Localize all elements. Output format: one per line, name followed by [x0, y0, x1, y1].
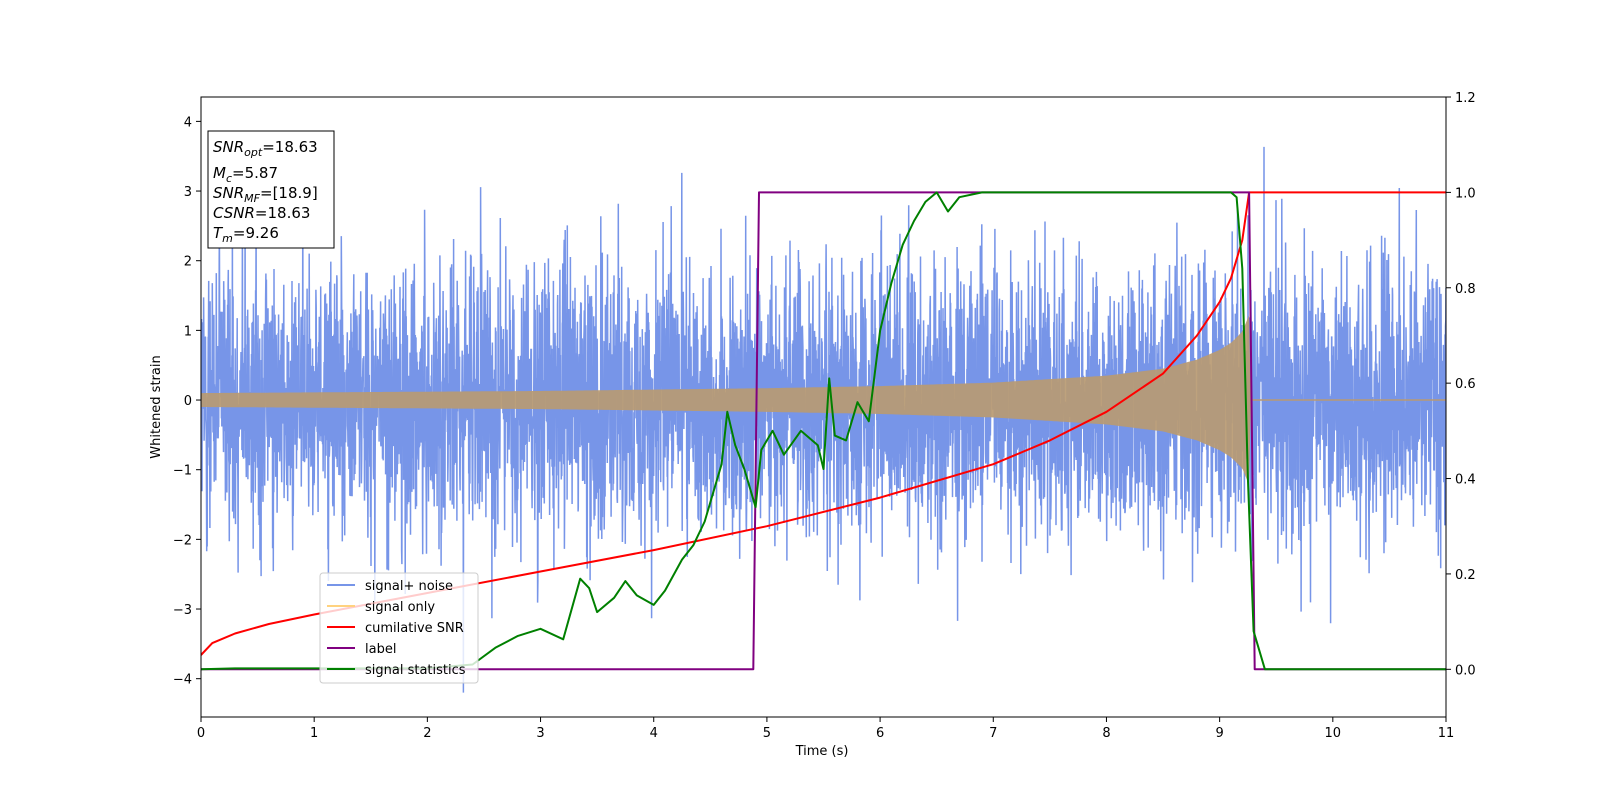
y-left-tick-label: 4: [184, 115, 192, 130]
annotation-line-tm: Tm=9.26: [213, 224, 279, 245]
x-tick-label: 0: [197, 726, 205, 741]
y-left-tick-label: −3: [173, 603, 192, 618]
y-right-tick-label: 1.0: [1455, 186, 1476, 201]
x-tick-label: 4: [650, 726, 658, 741]
y-left-tick-label: 0: [184, 394, 192, 409]
series-signal-statistics: [201, 191, 1446, 671]
legend-item-signal-statistics: signal statistics: [327, 663, 466, 678]
y-left-tick-label: 3: [184, 185, 192, 200]
y-left-tick-label: 1: [184, 324, 192, 339]
legend-label: signal only: [365, 600, 435, 615]
legend-label: cumilative SNR: [365, 621, 464, 636]
axes: 0 1 2 3 4 5 6 7 8 9 10 1143210−1−2−3−41.21.00.80.60…: [173, 91, 1476, 741]
y-axis-label: Whitened strain: [149, 355, 164, 458]
y-left-tick-label: 2: [184, 255, 192, 270]
x-tick-label: 2: [423, 726, 431, 741]
annotation-line-snr-mf: SNRMF=[18.9]: [213, 184, 318, 205]
series-signal-only: [201, 315, 1446, 485]
x-tick-label: 10: [1325, 726, 1342, 741]
series-cumulative-snr: [201, 191, 1446, 656]
x-tick-label: 5: [763, 726, 771, 741]
x-tick-label: 6: [876, 726, 884, 741]
x-tick-label: 1: [310, 726, 318, 741]
y-left-tick-label: −2: [173, 533, 192, 548]
x-tick-label: 9: [1215, 726, 1223, 741]
annotation-line-csnr: CSNR=18.63: [213, 204, 310, 222]
legend-label: signal+ noise: [365, 579, 453, 594]
x-tick-label: 8: [1102, 726, 1110, 741]
legend-item-label: label: [327, 642, 396, 657]
y-right-tick-label: 0.6: [1455, 377, 1476, 392]
y-right-tick-label: 0.8: [1455, 282, 1476, 297]
y-right-tick-label: 1.2: [1455, 91, 1476, 106]
annotation-line-mc: Mc=5.87: [213, 164, 278, 185]
legend-item-signal-only: signal only: [327, 600, 435, 615]
y-right-tick-label: 0.4: [1455, 473, 1476, 488]
x-tick-label: 11: [1438, 726, 1455, 741]
x-tick-label: 3: [536, 726, 544, 741]
legend-item-cumulative-snr: cumilative SNR: [327, 621, 464, 636]
legend-label: label: [365, 642, 396, 657]
annotation-line-snr-opt: SNRopt=18.63: [213, 138, 318, 159]
legend-item-signal-noise: signal+ noise: [327, 579, 453, 594]
y-right-tick-label: 0.0: [1455, 663, 1476, 678]
plot-area: [201, 146, 1446, 693]
y-left-tick-label: −1: [173, 464, 192, 479]
legend: signal+ noise signal only cumilative SNR…: [319, 572, 479, 684]
x-tick-label: 7: [989, 726, 997, 741]
x-axis-label: Time (s): [795, 744, 849, 759]
plot-frame: [200, 96, 1447, 718]
y-left-tick-label: −4: [173, 673, 192, 688]
annotation-box: SNRopt=18.63 Mc=5.87 SNRMF=[18.9] CSNR=1…: [207, 130, 335, 249]
y-right-tick-label: 0.2: [1455, 568, 1476, 583]
legend-label: signal statistics: [365, 663, 466, 678]
